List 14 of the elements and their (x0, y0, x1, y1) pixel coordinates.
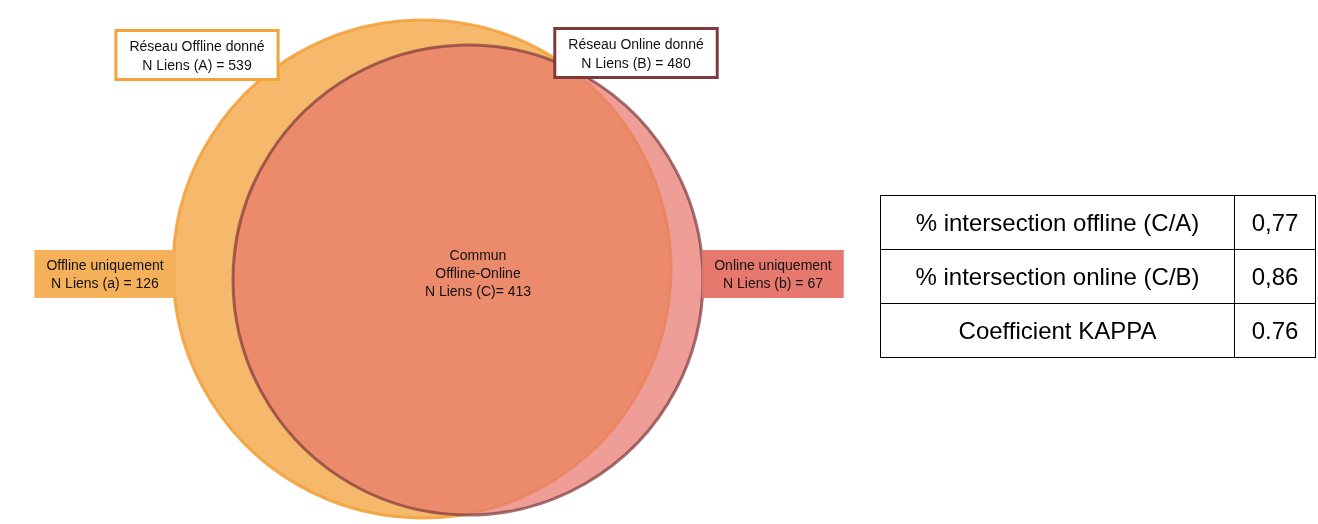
category-label: % intersection offline (C/A) (880, 195, 1235, 250)
text: 0,86 (1251, 262, 1299, 290)
data-label: N Liens (C)= 413 (424, 283, 532, 299)
text: Réseau Offline donné N Liens (A) = 539 (129, 37, 265, 73)
text: 0.76 (1251, 316, 1299, 344)
text: Réseau Online donné N Liens (B) = 480 (568, 35, 704, 71)
data-label: N Liens (b) = 67 (723, 275, 824, 291)
category-label: Commun Offline-Online (435, 247, 521, 281)
category-label: Offline uniquement (46, 257, 164, 273)
text: 0,77 (1251, 208, 1299, 236)
category-label: Coefficient KAPPA (880, 303, 1235, 358)
data-label: N Liens (a) = 126 (51, 275, 160, 291)
category-label: % intersection online (C/B) (880, 249, 1235, 304)
category-label: Online uniquement (714, 257, 832, 273)
